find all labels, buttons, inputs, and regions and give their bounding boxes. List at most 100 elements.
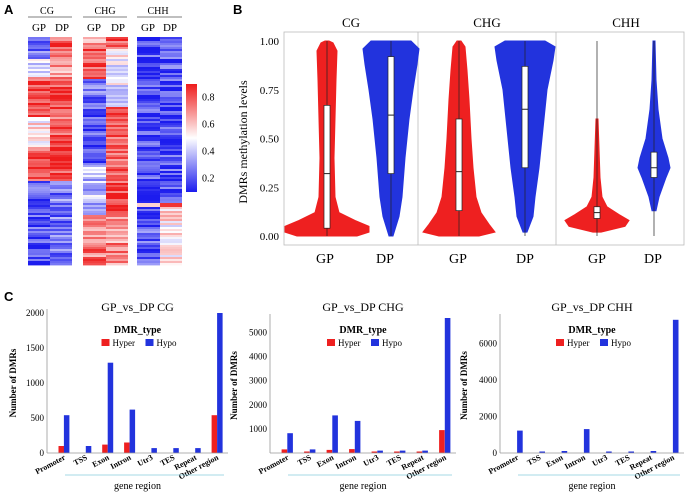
heatmap-cell [28, 117, 50, 120]
heatmap-cell [160, 105, 182, 108]
heatmap-cell [106, 129, 128, 132]
heatmap-cell [83, 57, 106, 60]
heatmap-cell [160, 185, 182, 188]
heatmap-col-label: GP [32, 22, 46, 34]
heatmap-cell [83, 247, 106, 250]
heatmap-cell [137, 209, 160, 212]
bar-hypo-intron [129, 409, 136, 453]
heatmap-cell [83, 139, 106, 142]
heatmap-cell [83, 157, 106, 160]
heatmap-cell [50, 115, 72, 118]
heatmap-cell [50, 127, 72, 130]
heatmap-cell [160, 121, 182, 124]
heatmap-cell [160, 129, 182, 132]
bar-hypo-intron [583, 429, 590, 453]
heatmap-cell [50, 123, 72, 126]
heatmap-cell [106, 47, 128, 50]
heatmap-cell [137, 241, 160, 244]
heatmap-col-label: GP [87, 22, 101, 34]
heatmap-col-label: DP [163, 22, 177, 34]
heatmap-cell [106, 203, 128, 206]
bar-hyper-intron [349, 449, 355, 453]
heatmap-cell [83, 81, 106, 84]
heatmap-cell [28, 247, 50, 250]
legend-swatch-hypo [600, 339, 608, 346]
heatmap-cell [106, 45, 128, 48]
heatmap-cell [160, 61, 182, 64]
heatmap-cell [83, 229, 106, 232]
heatmap-cell [137, 147, 160, 150]
heatmap-cell [106, 187, 128, 190]
violin-y-tick: 0.75 [260, 85, 280, 97]
heatmap-cell [137, 85, 160, 88]
violin-y-tick: 0.25 [260, 182, 280, 194]
heatmap-cell [50, 249, 72, 252]
heatmap-cell [137, 165, 160, 168]
heatmap-cell [50, 229, 72, 232]
heatmap-cell [83, 189, 106, 192]
heatmap-cell [106, 81, 128, 84]
heatmap-cell [160, 103, 182, 106]
heatmap-cell [160, 91, 182, 94]
heatmap-cell [28, 137, 50, 140]
heatmap-cell [50, 53, 72, 56]
heatmap-cell [28, 169, 50, 172]
heatmap-cell [83, 55, 106, 58]
bar-hyper-promoter [281, 449, 288, 453]
bar-chart-y-label: Number of DMRs [8, 348, 18, 417]
heatmap-cell [28, 175, 50, 178]
violin-x-label: DP [644, 252, 662, 267]
heatmap-cell [160, 149, 182, 152]
heatmap-cell [83, 149, 106, 152]
heatmap-cell [137, 115, 160, 118]
heatmap-cell [137, 99, 160, 102]
bar-hyper-exon [102, 444, 108, 453]
heatmap-cell [106, 63, 128, 66]
heatmap-cell [137, 181, 160, 184]
heatmap-cell [28, 89, 50, 92]
heatmap-cell [160, 155, 182, 158]
heatmap-cell [83, 263, 106, 266]
heatmap-cell [160, 111, 182, 114]
heatmap-cell [106, 121, 128, 124]
heatmap-cell [106, 149, 128, 152]
bar-chart-x-ticks: Promoter TSS Exon Intron Utr3 TES Repeat… [487, 453, 676, 482]
heatmap-cell [137, 95, 160, 98]
heatmap-cell [106, 77, 128, 80]
heatmap-cell [106, 205, 128, 208]
heatmap-cell [106, 197, 128, 200]
heatmap-cell [137, 185, 160, 188]
violin-panel: DMRs methylation levels CG CHG CHH 1.00 … [236, 15, 685, 267]
heatmap-legend-ticks: 0.8 0.6 0.4 0.2 [202, 93, 215, 185]
heatmap-cell [160, 191, 182, 194]
heatmap-cell [106, 237, 128, 240]
bar-hypo-repeat [422, 450, 428, 453]
heatmap-cell [28, 235, 50, 238]
heatmap-cell [28, 225, 50, 228]
bar-chart-y-ticks: 6000 4000 2000 0 [479, 339, 498, 459]
bar-hypo-promoter [63, 415, 70, 453]
heatmap-cell [160, 213, 182, 216]
heatmap-cell [137, 117, 160, 120]
heatmap-cell [106, 211, 128, 214]
legend-label-hypo: Hypo [611, 338, 631, 348]
heatmap-cell [106, 253, 128, 256]
heatmap-cell [137, 151, 160, 154]
bar-chart-bars [517, 319, 679, 453]
heatmap-cell [50, 69, 72, 72]
heatmap-cell [106, 49, 128, 52]
bar-hypo-utr3 [151, 448, 157, 453]
heatmap-cell [28, 77, 50, 80]
heatmap-cell [83, 175, 106, 178]
heatmap-cell [106, 131, 128, 134]
y-tick-label: 3000 [249, 376, 268, 386]
heatmap-col-label: DP [111, 22, 125, 34]
heatmap-cell [83, 51, 106, 54]
heatmap-cell [50, 157, 72, 160]
legend-label-hyper: Hyper [113, 338, 136, 348]
heatmap-group-title: CG [40, 6, 54, 17]
heatmap-cell [83, 41, 106, 44]
heatmap-cell [50, 203, 72, 206]
legend-label-hyper: Hyper [338, 338, 361, 348]
heatmap-cell [137, 53, 160, 56]
